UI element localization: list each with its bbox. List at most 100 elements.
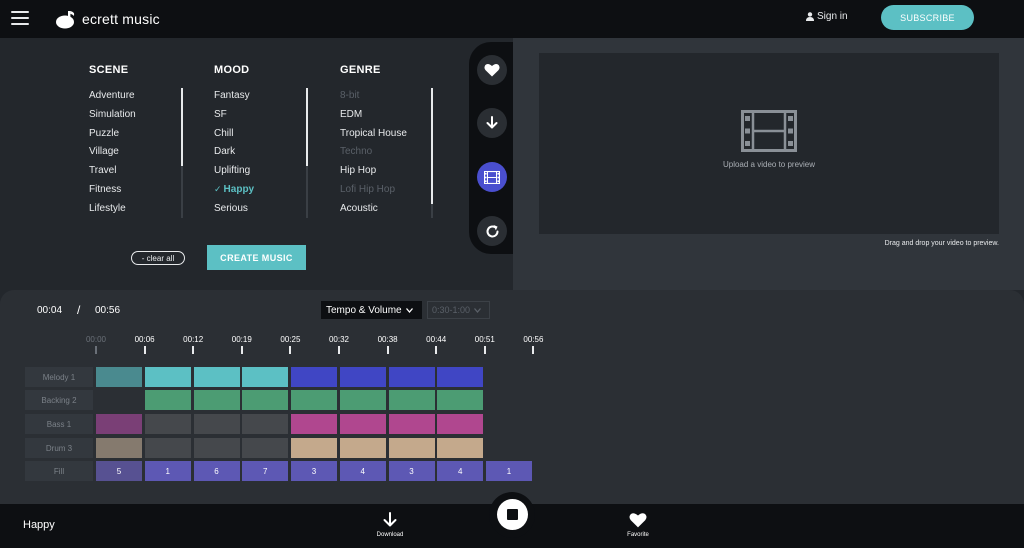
scene-item-fitness[interactable]: Fitness <box>89 184 136 203</box>
tick-mark <box>386 346 389 354</box>
scene-item-label: Puzzle <box>89 127 120 139</box>
create-music-button[interactable]: CREATE MUSIC <box>207 245 306 270</box>
track-cell[interactable] <box>339 367 386 387</box>
track-cell[interactable] <box>242 438 289 458</box>
track-cell[interactable] <box>388 414 435 434</box>
track-cell[interactable] <box>339 390 386 410</box>
video-rail-button[interactable] <box>477 162 507 192</box>
track-cell[interactable] <box>242 390 289 410</box>
track-cell[interactable] <box>437 390 484 410</box>
genre-item-tropical-house[interactable]: Tropical House <box>340 128 407 147</box>
fill-cell[interactable]: 7 <box>242 461 289 481</box>
fill-cell[interactable]: 4 <box>437 461 484 481</box>
track-cell[interactable] <box>437 367 484 387</box>
track-cell[interactable] <box>242 367 289 387</box>
check-icon: ✓ <box>214 183 222 194</box>
range-select[interactable]: 0:30-1:00 <box>427 301 490 319</box>
genre-item-edm[interactable]: EDM <box>340 109 407 128</box>
genre-item-8-bit: 8-bit <box>340 90 407 109</box>
fill-cell[interactable]: 1 <box>144 461 191 481</box>
tick-mark <box>532 346 535 354</box>
mood-list: Fantasy SF Chill Dark Uplifting ✓ Happy Serious <box>214 90 254 222</box>
track-cell[interactable] <box>96 367 142 387</box>
scene-item-adventure[interactable]: Adventure <box>89 90 136 109</box>
track-cell[interactable] <box>96 390 142 410</box>
scene-item-puzzle[interactable]: Puzzle <box>89 128 136 147</box>
genre-item-label: Techno <box>340 146 373 158</box>
genre-item-acoustic[interactable]: Acoustic <box>340 203 407 222</box>
scrollbar-thumb[interactable] <box>181 88 183 166</box>
download-rail-button[interactable] <box>477 108 507 138</box>
favorite-rail-button[interactable] <box>477 55 507 85</box>
track-cell[interactable] <box>242 414 289 434</box>
mood-scrollbar[interactable] <box>306 88 308 218</box>
brand-logo[interactable]: ecrett music <box>54 8 160 30</box>
track-cell[interactable] <box>144 367 191 387</box>
track-cell[interactable] <box>437 414 484 434</box>
fill-cell[interactable]: 5 <box>96 461 142 481</box>
scene-item-label: Travel <box>89 165 117 177</box>
track-cell[interactable] <box>96 414 142 434</box>
scrollbar-thumb[interactable] <box>306 88 308 166</box>
current-time: 00:04 <box>37 305 63 316</box>
track-cell[interactable] <box>388 367 435 387</box>
fill-cell[interactable]: 3 <box>388 461 435 481</box>
video-dropzone[interactable]: Upload a video to preview <box>539 53 999 234</box>
track-cell[interactable] <box>388 390 435 410</box>
subscribe-button[interactable]: SUBSCRIBE <box>881 5 974 30</box>
track-cell[interactable] <box>193 414 240 434</box>
mood-item-chill[interactable]: Chill <box>214 128 254 147</box>
stop-icon <box>507 509 518 520</box>
track-cell[interactable] <box>339 438 386 458</box>
favorite-button[interactable]: Favorite <box>608 512 668 538</box>
track-cell[interactable] <box>96 438 142 458</box>
scene-item-lifestyle[interactable]: Lifestyle <box>89 203 136 222</box>
track-cell[interactable] <box>291 367 337 387</box>
mood-item-serious[interactable]: Serious <box>214 203 254 222</box>
track-cell[interactable] <box>388 438 435 458</box>
scrollbar-thumb[interactable] <box>431 88 433 204</box>
track-cell[interactable] <box>291 438 337 458</box>
genre-scrollbar[interactable] <box>431 88 433 218</box>
track-label: Melody 1 <box>25 367 93 387</box>
track-cell[interactable] <box>193 438 240 458</box>
scene-item-simulation[interactable]: Simulation <box>89 109 136 128</box>
track-cell[interactable] <box>144 390 191 410</box>
genre-item-hip-hop[interactable]: Hip Hop <box>340 165 407 184</box>
track-cell[interactable] <box>291 414 337 434</box>
mode-select[interactable]: Tempo & Volume <box>321 301 422 319</box>
mood-item-dark[interactable]: Dark <box>214 146 254 165</box>
download-button[interactable]: Download <box>360 512 420 538</box>
fill-cell[interactable]: 6 <box>193 461 240 481</box>
mood-item-uplifting[interactable]: Uplifting <box>214 165 254 184</box>
scene-item-travel[interactable]: Travel <box>89 165 136 184</box>
track-cell[interactable] <box>339 414 386 434</box>
mood-item-fantasy[interactable]: Fantasy <box>214 90 254 109</box>
track-cell[interactable] <box>291 390 337 410</box>
refresh-rail-button[interactable] <box>477 216 507 246</box>
fill-cell[interactable]: 3 <box>291 461 337 481</box>
stop-button[interactable] <box>497 499 528 530</box>
tick-mark <box>435 346 438 354</box>
scene-scrollbar[interactable] <box>181 88 183 218</box>
track-cell[interactable] <box>144 414 191 434</box>
genre-column: GENRE 8-bit EDM Tropical House Techno Hip Ho… <box>340 64 407 222</box>
track-cell[interactable] <box>437 438 484 458</box>
mood-item-label: Chill <box>214 127 234 139</box>
tick-label: 00:06 <box>134 335 155 344</box>
track-cell[interactable] <box>193 367 240 387</box>
fill-cell[interactable]: 4 <box>339 461 386 481</box>
scene-column: SCENE Adventure Simulation Puzzle Village Tr… <box>89 64 136 222</box>
mood-item-sf[interactable]: SF <box>214 109 254 128</box>
fill-cell[interactable]: 1 <box>486 461 532 481</box>
scene-item-village[interactable]: Village <box>89 146 136 165</box>
mood-item-happy[interactable]: ✓ Happy <box>214 184 254 203</box>
signin-link[interactable]: Sign in <box>806 11 848 22</box>
track-cell[interactable] <box>193 390 240 410</box>
genre-item-label: EDM <box>340 108 363 120</box>
hamburger-icon[interactable] <box>11 11 29 25</box>
track-cell[interactable] <box>144 438 191 458</box>
genre-item-lofi-hip-hop: Lofi Hip Hop <box>340 184 407 203</box>
clear-all-button[interactable]: - clear all <box>131 251 185 265</box>
genre-list: 8-bit EDM Tropical House Techno Hip Hop Lofi … <box>340 90 407 222</box>
